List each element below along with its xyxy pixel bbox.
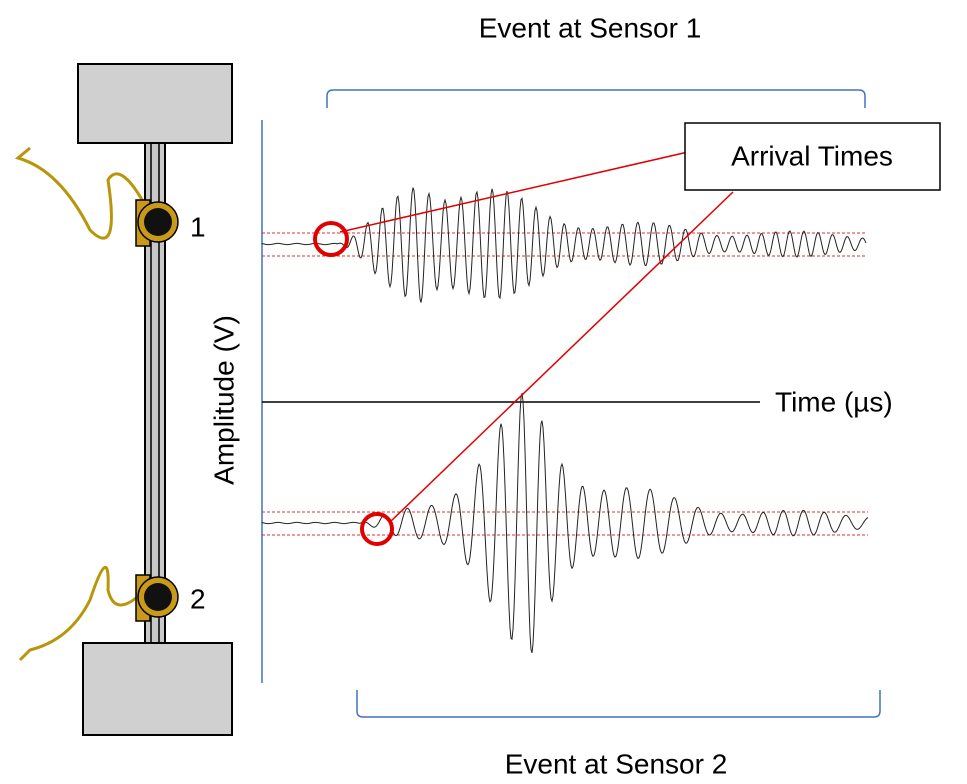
bracket-label: Event at Sensor 1 (479, 12, 702, 43)
waveform (261, 393, 869, 654)
y-axis-label: Amplitude (V) (208, 315, 239, 485)
arrival-marker (360, 512, 394, 546)
callout-box (684, 122, 941, 191)
bracket (326, 89, 866, 108)
sensor-label: 2 (190, 583, 206, 614)
x-axis-label: Time (µs) (775, 386, 893, 417)
pointer (389, 191, 734, 523)
waveform (261, 187, 867, 303)
pointer (339, 151, 689, 233)
sensor-label: 1 (190, 211, 206, 242)
specimen: 1 2 (14, 63, 233, 736)
arrival-marker (313, 221, 349, 257)
bracket (356, 690, 881, 718)
callout-label: Arrival Times (731, 140, 893, 171)
bracket-label: Event at Sensor 2 (505, 748, 728, 779)
